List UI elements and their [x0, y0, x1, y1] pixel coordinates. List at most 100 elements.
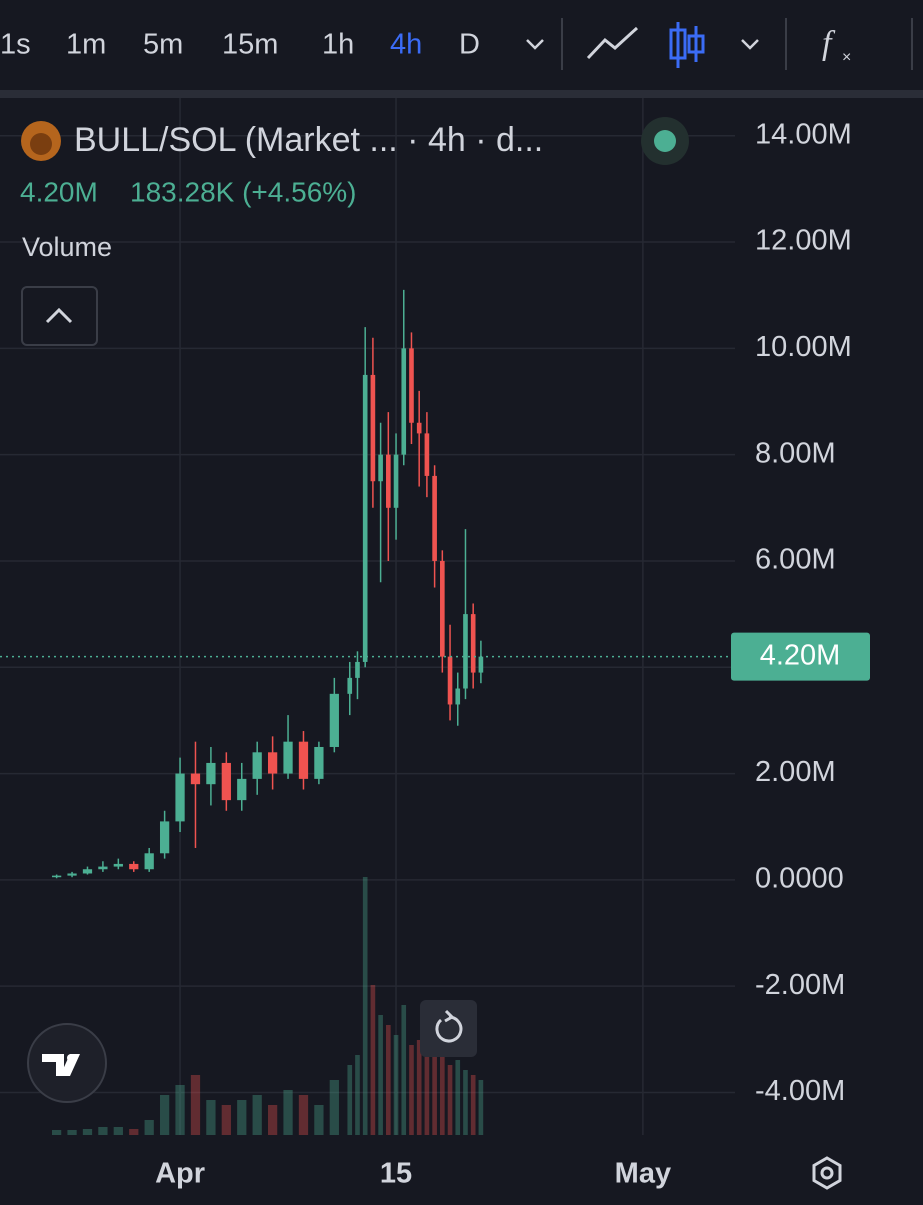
volume-bar — [67, 1130, 77, 1135]
candle-body — [393, 454, 399, 508]
volume-bar — [267, 1105, 278, 1135]
interval-option[interactable]: 15m — [222, 29, 278, 61]
candle-body — [362, 374, 368, 662]
candle-body — [113, 863, 123, 867]
candle-body — [478, 656, 484, 673]
market-status — [654, 130, 676, 152]
interval-option[interactable]: D — [459, 29, 480, 61]
volume-bar — [355, 1055, 360, 1135]
y-tick-label: 6.00M — [755, 544, 836, 576]
last-price-tag — [731, 632, 870, 681]
candle-body — [409, 348, 414, 423]
settings-icon — [820, 1166, 834, 1180]
volume-bar — [51, 1130, 62, 1135]
y-tick-label: 0.0000 — [755, 863, 844, 895]
x-tick-label: Apr — [155, 1158, 205, 1190]
reset-button[interactable] — [420, 1000, 477, 1057]
tradingview-dot — [67, 1054, 75, 1062]
candle-body — [283, 741, 293, 774]
volume-bar — [463, 1070, 468, 1135]
interval-option[interactable]: 1h — [322, 29, 354, 61]
volume-bar — [298, 1095, 309, 1135]
candle-body — [440, 560, 445, 657]
chart-type-dropdown[interactable] — [741, 39, 759, 50]
volume-bar — [455, 1060, 461, 1135]
volume-bar — [283, 1090, 293, 1135]
candle-body — [252, 752, 262, 779]
candle-body — [347, 677, 353, 694]
candle-body — [159, 821, 170, 854]
interval-option[interactable]: 1m — [66, 29, 106, 61]
volume-bar — [424, 1055, 430, 1135]
volume-bar — [393, 1035, 399, 1135]
volume-bar — [98, 1127, 108, 1135]
indicator-label: Volume — [22, 232, 112, 262]
candle-body — [455, 688, 461, 705]
x-tick-label: 15 — [380, 1158, 412, 1190]
candle-body — [386, 454, 391, 508]
candle-body — [144, 853, 154, 870]
token-icon-face — [30, 133, 52, 155]
candle-body — [447, 656, 453, 705]
volume-bar — [252, 1095, 262, 1135]
candle-body — [206, 762, 216, 785]
candle-body — [267, 752, 278, 774]
candle-body — [463, 614, 468, 689]
x-tick-label: May — [615, 1158, 671, 1190]
candle-body — [221, 762, 231, 801]
candle-body — [424, 433, 430, 476]
volume-bar — [401, 1005, 407, 1135]
y-tick-label: 8.00M — [755, 437, 836, 469]
symbol-title[interactable]: BULL/SOL (Market ... · 4h · d... — [74, 121, 543, 159]
toolbar-border — [0, 90, 923, 98]
volume-bar — [470, 1075, 476, 1135]
volume-bar — [378, 1015, 383, 1135]
candle-body — [67, 873, 77, 876]
candle-body — [416, 422, 422, 434]
volume-bar — [370, 985, 376, 1135]
candle-body — [470, 614, 476, 673]
volume-bar — [432, 1050, 437, 1135]
candle-body — [237, 778, 247, 801]
settings-button[interactable] — [812, 1156, 842, 1190]
candle-body — [432, 475, 437, 561]
interval-dropdown[interactable] — [526, 39, 544, 50]
volume-bar — [440, 1045, 445, 1135]
volume-bar — [113, 1127, 123, 1135]
volume-bar — [206, 1100, 216, 1135]
interval-option[interactable]: 4h — [390, 29, 422, 61]
reset-icon — [435, 1015, 463, 1043]
candle-body — [175, 773, 185, 822]
candle-body — [298, 741, 309, 779]
y-tick-label: 12.00M — [755, 225, 852, 257]
collapse-button[interactable] — [21, 286, 98, 346]
y-tick-label: -2.00M — [755, 969, 845, 1001]
interval-option[interactable]: 5m — [143, 29, 183, 61]
y-tick-label: 10.00M — [755, 331, 852, 363]
candle-body — [378, 454, 383, 482]
last-price: 4.20M — [20, 176, 98, 207]
volume-bar — [144, 1120, 154, 1135]
price-change: 183.28K (+4.56%) — [130, 176, 357, 207]
interval-option[interactable]: 1s — [0, 29, 31, 61]
volume-bar — [409, 1045, 414, 1135]
candle-chart-icon[interactable] — [669, 22, 705, 68]
volume-bar — [82, 1129, 93, 1135]
candle-body — [51, 875, 62, 878]
chart-area: 14.00M12.00M10.00M8.00M6.00M4.00M2.00M0.… — [0, 98, 870, 1190]
candle-body — [190, 773, 201, 785]
volume-bar — [159, 1095, 170, 1135]
volume-bar — [190, 1075, 201, 1135]
y-tick-label: -4.00M — [755, 1075, 845, 1107]
line-chart-icon[interactable] — [586, 26, 639, 60]
volume-bar — [447, 1065, 453, 1135]
collapse-icon — [45, 307, 73, 324]
volume-bar — [362, 877, 368, 1135]
indicators-icon-x: × — [842, 49, 851, 66]
candle-body — [355, 661, 360, 678]
candle-body — [329, 693, 339, 747]
volume-bar — [329, 1080, 339, 1135]
candle-body — [82, 869, 93, 874]
candle-body — [401, 348, 407, 455]
